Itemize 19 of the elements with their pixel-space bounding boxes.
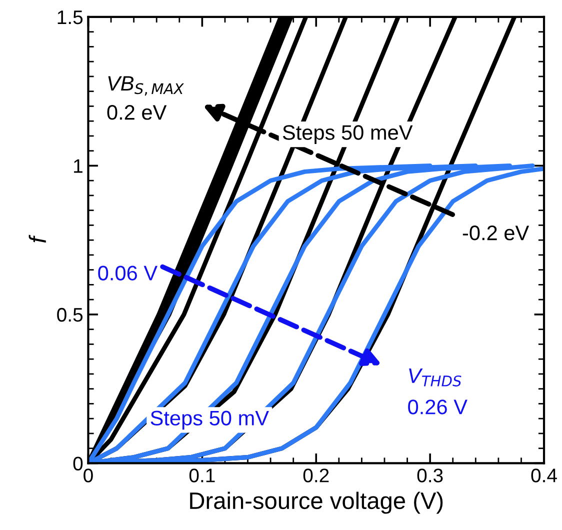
annotation: Steps 50 mV (150, 410, 269, 430)
x-tick-label: 0 (84, 468, 93, 482)
y-tick-label: 1 (74, 159, 82, 173)
annotation: -0.2 eV (462, 226, 530, 240)
y-tick-label: 0.5 (57, 308, 83, 322)
annotation: 0.2 eV (107, 105, 167, 120)
x-tick-label: 0.3 (417, 468, 443, 482)
x-tick-label: 0.4 (531, 468, 557, 482)
annotation: Steps 50 meV (282, 125, 413, 144)
annotation: 0.26 V (408, 400, 468, 414)
x-axis-title: Drain-source voltage (V) (190, 492, 443, 514)
x-tick-label: 0.2 (303, 468, 329, 482)
annotation: VB$_{S,MAX}$ (108, 76, 184, 96)
annotation: 0.06 V (98, 266, 158, 280)
y-tick-label: 1.5 (58, 10, 83, 24)
y-axis-title: f (28, 234, 46, 243)
y-tick-label: 0 (73, 456, 83, 470)
x-tick-label: 0.1 (189, 468, 215, 482)
annotation: V$_{THDS}$ (409, 368, 462, 386)
